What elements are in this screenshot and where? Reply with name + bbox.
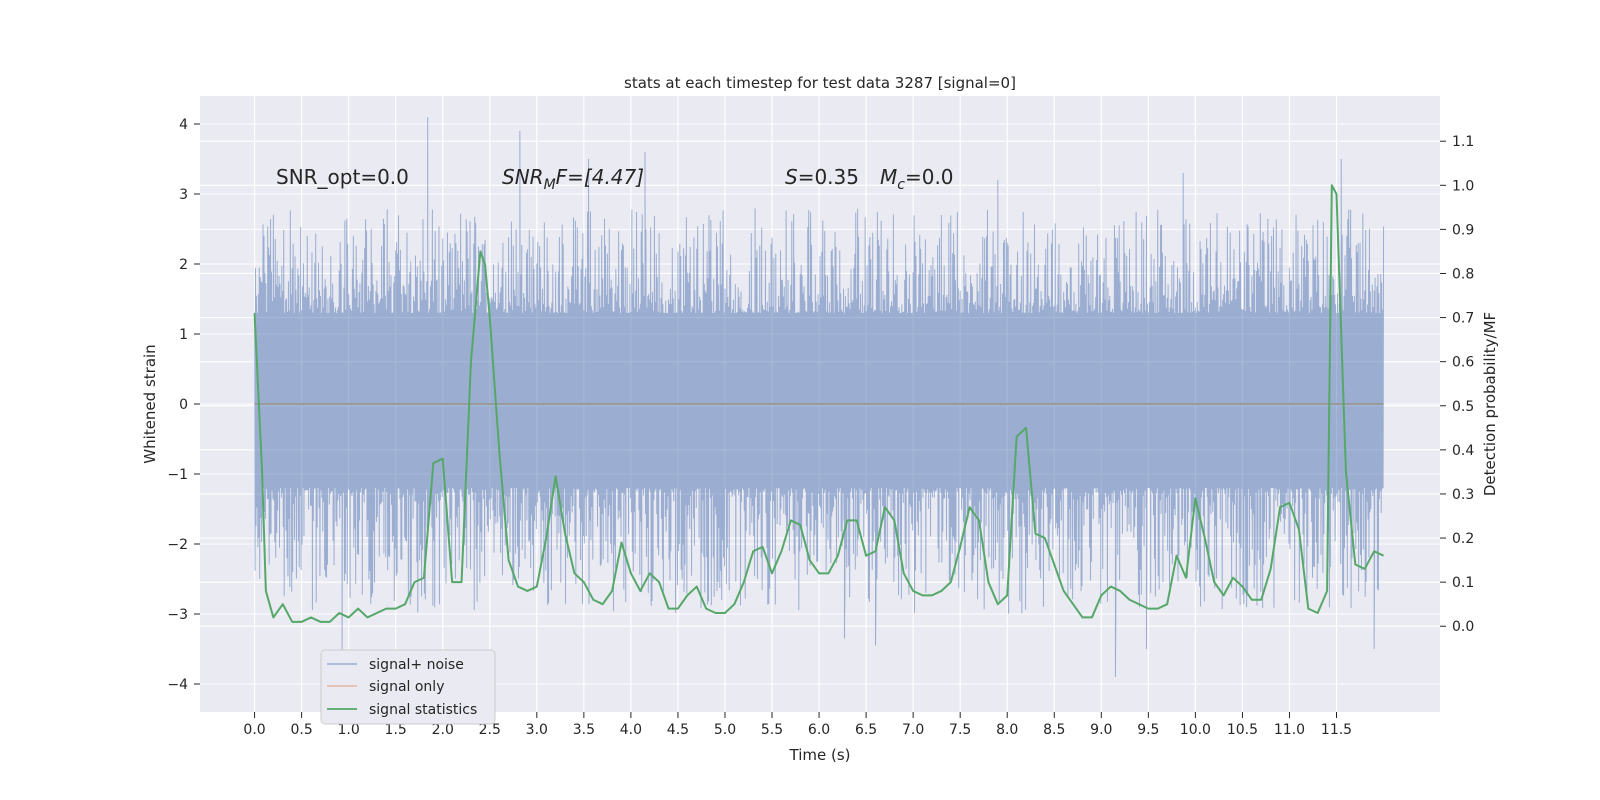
y2-tick-label: 0.0 xyxy=(1452,619,1474,635)
y-axis-label: Whitened strain xyxy=(141,344,159,463)
x-tick-label: 9.0 xyxy=(1090,722,1112,738)
y2-tick-label: 0.5 xyxy=(1452,399,1474,415)
annotation-snr-opt: SNR_opt=0.0 xyxy=(276,165,409,189)
x-ticks: 0.0 0.5 1.0 1.5 2.0 2.5 3.0 3.5 4.0 4.5 5.0 5.5 6.0 6… xyxy=(243,712,1352,738)
annotation-mc-main: M xyxy=(880,165,897,189)
x-tick-label: 10.0 xyxy=(1180,722,1211,738)
annotation-snr-mf: SNRMF=[4.47] xyxy=(502,165,644,193)
y2-tick-label: 0.6 xyxy=(1452,355,1474,371)
y-tick-label: −3 xyxy=(167,607,188,623)
x-axis-label: Time (s) xyxy=(789,746,851,764)
series-layer xyxy=(253,184,1384,623)
x-tick-label: 4.0 xyxy=(620,722,642,738)
y2-tick-label: 0.8 xyxy=(1452,266,1474,282)
series-signal-statistics xyxy=(253,184,1384,623)
legend: signal+ noise signal only signal statist… xyxy=(320,649,496,725)
x-tick-label: 8.0 xyxy=(996,722,1018,738)
x-tick-label: 2.0 xyxy=(432,722,454,738)
annotation-s-main: S xyxy=(785,165,798,189)
x-tick-label: 7.0 xyxy=(902,722,924,738)
chart-title: stats at each timestep for test data 328… xyxy=(624,74,1016,92)
x-tick-label: 1.5 xyxy=(385,722,407,738)
legend-label-signal: signal only xyxy=(369,679,444,695)
annotation-mc-sub: c xyxy=(897,177,905,193)
y2-tick-label: 1.0 xyxy=(1452,178,1474,194)
y-tick-label: −2 xyxy=(167,537,188,553)
legend-label-stats: signal statistics xyxy=(369,702,477,718)
y2-tick-label: 0.4 xyxy=(1452,443,1474,459)
annotation-snr-mf-main: SNR xyxy=(502,165,544,189)
annotation-s-value: =0.35 xyxy=(798,165,859,189)
y2-tick-label: 0.2 xyxy=(1452,531,1474,547)
x-tick-label: 6.5 xyxy=(855,722,877,738)
annotation-snr-mf-sub: M xyxy=(544,177,556,193)
x-tick-label: 1.0 xyxy=(338,722,360,738)
x-tick-label: 3.0 xyxy=(526,722,548,738)
x-tick-label: 7.5 xyxy=(949,722,971,738)
x-tick-label: 5.5 xyxy=(761,722,783,738)
y2-tick-label: 0.9 xyxy=(1452,222,1474,238)
y2-tick-label: 0.1 xyxy=(1452,575,1474,591)
x-tick-label: 11.0 xyxy=(1274,722,1305,738)
annotation-s: S=0.35 xyxy=(785,165,859,189)
x-tick-label: 9.5 xyxy=(1137,722,1159,738)
noise-band xyxy=(254,116,1385,678)
x-tick-label: 11.5 xyxy=(1321,722,1352,738)
y2-axis-label: Detection probability/MF xyxy=(1481,312,1499,496)
y-tick-label: −1 xyxy=(167,467,188,483)
x-tick-label: 10.5 xyxy=(1227,722,1258,738)
annotation-mc: Mc=0.0 xyxy=(880,165,954,193)
x-tick-label: 0.0 xyxy=(243,722,265,738)
y2-tick-label: 0.7 xyxy=(1452,311,1474,327)
y2-ticks: 0.0 0.1 0.2 0.3 0.4 0.5 0.6 0.7 0.8 0.9 1.0 1.1 xyxy=(1440,134,1474,635)
y-ticks: −4 −3 −2 −1 0 1 2 3 4 xyxy=(167,117,200,693)
y-tick-label: −4 xyxy=(167,677,188,693)
x-tick-label: 3.5 xyxy=(573,722,595,738)
series-signal-noise xyxy=(254,116,1385,678)
x-tick-label: 4.5 xyxy=(667,722,689,738)
annotation-mc-value: =0.0 xyxy=(905,165,954,189)
x-tick-label: 0.5 xyxy=(290,722,312,738)
legend-box xyxy=(320,649,496,725)
x-tick-label: 6.0 xyxy=(808,722,830,738)
x-tick-label: 2.5 xyxy=(479,722,501,738)
y-tick-label: 0 xyxy=(179,397,188,413)
y-tick-label: 3 xyxy=(179,187,188,203)
y-tick-label: 4 xyxy=(179,117,188,133)
x-tick-label: 5.0 xyxy=(714,722,736,738)
x-tick-label: 8.5 xyxy=(1043,722,1065,738)
annotation-snr-mf-rest: F=[4.47] xyxy=(556,165,644,189)
y-tick-label: 1 xyxy=(179,327,188,343)
y2-tick-label: 0.3 xyxy=(1452,487,1474,503)
y2-tick-label: 1.1 xyxy=(1452,134,1474,150)
legend-label-noise: signal+ noise xyxy=(369,657,464,673)
y-tick-label: 2 xyxy=(179,257,188,273)
